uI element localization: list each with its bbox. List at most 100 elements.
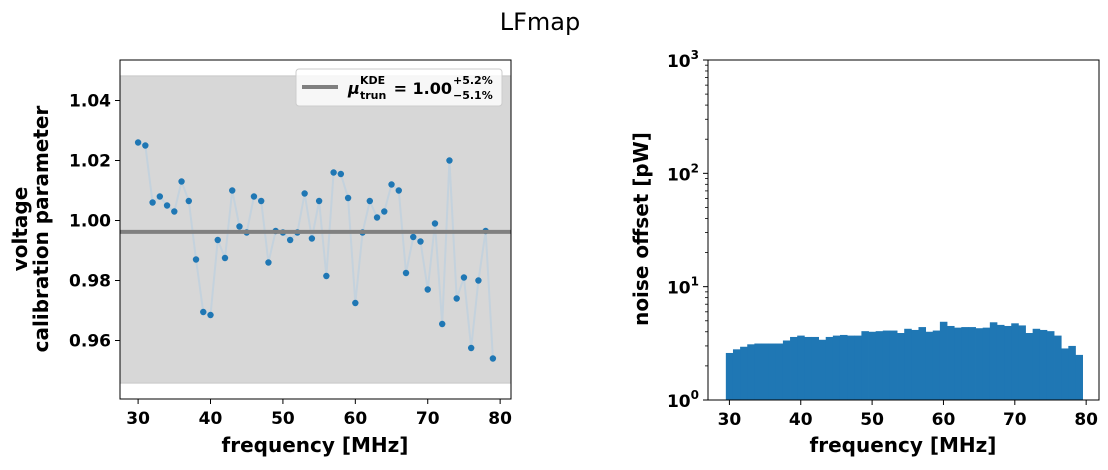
legend-sub-trun: trun — [360, 89, 386, 102]
y-tick-label: 103 — [667, 48, 699, 72]
x-tick-label: 30 — [718, 410, 742, 430]
histogram-bar — [868, 331, 877, 400]
histogram-bar — [882, 330, 891, 400]
y-tick-label-base: 10 — [667, 165, 691, 185]
histogram-bar — [732, 349, 741, 400]
data-point — [381, 208, 388, 215]
histogram-bar — [1068, 345, 1076, 400]
legend-equals-value: = 1.00 — [388, 79, 452, 98]
histogram-bar — [1054, 335, 1062, 400]
histogram-bar — [1032, 328, 1041, 400]
histogram-bar — [889, 330, 898, 400]
y-tick-label: 101 — [667, 275, 699, 299]
data-point — [460, 274, 468, 281]
left-y-axis-label-line1: voltage — [8, 187, 32, 272]
data-point — [366, 197, 374, 205]
data-connecting-line — [137, 141, 494, 359]
legend-lower-uncertainty: −5.1% — [453, 89, 493, 102]
data-point — [257, 197, 265, 205]
histogram-bar — [897, 333, 905, 400]
histogram-bar — [1075, 354, 1083, 400]
histogram-bar — [975, 328, 984, 400]
data-point — [229, 187, 236, 194]
histogram-bar — [996, 324, 1005, 400]
histogram-bar — [825, 336, 834, 400]
data-point — [395, 187, 402, 194]
x-tick-label: 70 — [1003, 410, 1027, 430]
x-tick-label: 60 — [932, 410, 956, 430]
left-chart: 30 40 50 60 70 80 0.96 0.98 1.00 1.02 1.04 freque… — [8, 59, 512, 457]
data-point — [489, 355, 497, 362]
left-plot-frame — [119, 59, 512, 400]
histogram-bar — [818, 339, 827, 400]
y-tick-label: 1.02 — [69, 152, 111, 172]
data-point — [163, 202, 171, 209]
data-point — [192, 256, 200, 263]
histogram-bar — [989, 322, 998, 400]
histogram-bar — [747, 344, 755, 400]
y-tick-label-exponent: 1 — [691, 275, 699, 289]
histogram-bar — [1025, 333, 1034, 400]
data-point — [286, 236, 294, 244]
left-y-axis-label-line2: calibration parameter — [29, 106, 53, 353]
x-tick-label: 80 — [488, 409, 512, 429]
data-point — [250, 193, 258, 200]
histogram-bar — [740, 346, 748, 400]
right-y-axis-label: noise offset [pW] — [629, 132, 653, 326]
legend-box — [295, 68, 503, 107]
data-point — [308, 235, 316, 242]
y-tick-label: 0.98 — [69, 272, 111, 292]
data-point — [417, 238, 424, 245]
data-point — [402, 269, 410, 277]
histogram-bar — [925, 331, 934, 400]
histogram-bar — [768, 343, 777, 400]
histogram-bar — [904, 328, 912, 400]
histogram-bar — [854, 335, 862, 400]
data-point — [134, 139, 142, 146]
data-point — [467, 344, 475, 352]
data-point — [373, 214, 381, 221]
histogram-bar — [875, 331, 884, 400]
histogram-bar — [839, 334, 848, 400]
histogram-bar — [961, 327, 969, 400]
histogram-bar — [861, 331, 869, 400]
y-tick-label: 1.00 — [69, 212, 111, 232]
histogram-bar — [947, 325, 955, 400]
y-tick-label-exponent: 0 — [691, 388, 699, 402]
histogram-bar — [847, 335, 855, 400]
data-point — [388, 181, 395, 188]
histogram-bar — [725, 352, 734, 400]
histogram-bar — [911, 329, 919, 400]
data-point — [142, 142, 149, 149]
data-point — [185, 197, 192, 205]
data-point — [424, 286, 431, 293]
histogram-bar — [1046, 331, 1055, 400]
data-point — [431, 220, 439, 227]
histogram-bar — [1004, 325, 1012, 400]
histogram-bar — [761, 343, 770, 400]
histogram-bar — [832, 335, 841, 400]
x-tick-label: 80 — [1074, 410, 1098, 430]
x-tick-label: 40 — [789, 410, 813, 430]
data-point — [214, 236, 221, 244]
histogram-bar — [797, 335, 805, 400]
y-tick-label-exponent: 3 — [691, 48, 699, 62]
data-point — [410, 233, 417, 241]
data-point — [446, 157, 453, 164]
x-tick-label: 30 — [126, 409, 150, 429]
histogram-bar — [754, 343, 762, 400]
data-point — [453, 295, 460, 302]
histogram-bar — [1061, 348, 1069, 400]
histogram-bar — [939, 321, 948, 400]
y-tick-label: 100 — [667, 388, 699, 412]
data-point — [337, 170, 345, 178]
data-point — [301, 190, 308, 197]
data-point — [344, 194, 352, 202]
right-x-axis-label: frequency [MHz] — [810, 433, 997, 457]
data-point — [171, 208, 178, 215]
histogram-bar — [790, 336, 798, 400]
left-x-axis-label: frequency [MHz] — [222, 433, 409, 457]
data-point — [200, 308, 207, 316]
legend-mu: μ — [347, 79, 360, 98]
